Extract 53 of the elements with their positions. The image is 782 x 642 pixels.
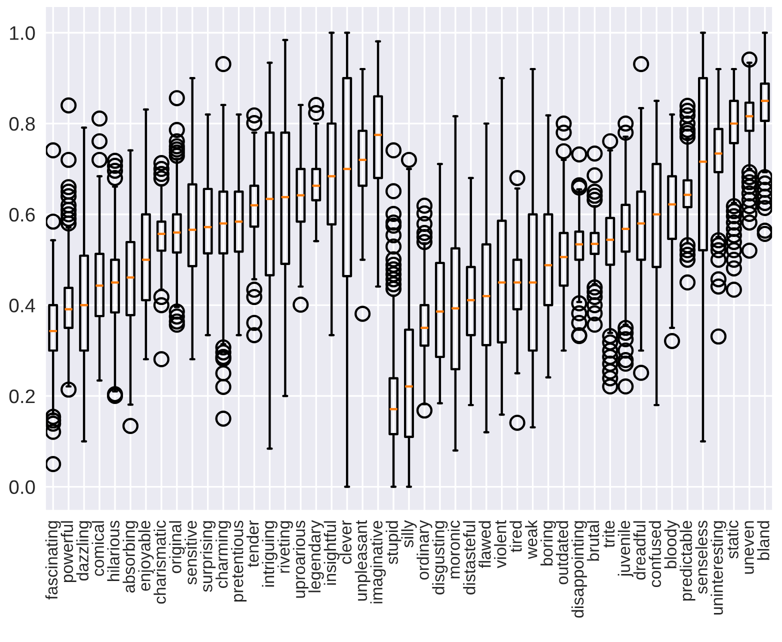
x-tick-label: stupid — [386, 521, 402, 564]
x-tick-label: tired — [510, 521, 522, 552]
x-tick-label: dreadful — [633, 521, 646, 580]
x-tick-label: predictable — [680, 520, 696, 601]
x-tick-label: violent — [494, 520, 506, 568]
x-tick-label: comical — [92, 521, 104, 576]
x-tick-label: powerful — [60, 521, 76, 582]
x-tick-label: insightful — [324, 521, 340, 585]
x-tick-label: enjoyable — [138, 520, 154, 591]
x-tick-label: disgusting — [432, 521, 448, 594]
x-tick-label: uneven — [744, 521, 754, 574]
x-tick-label: static — [726, 520, 738, 559]
x-tick-label: surprising — [200, 521, 216, 592]
x-tick-label: moronic — [448, 520, 460, 578]
x-tick-label: charming — [216, 521, 232, 588]
x-tick-label: bloody — [664, 520, 680, 568]
x-tick-label: dazzling — [76, 521, 92, 581]
x-tick-label: clever — [339, 520, 352, 564]
x-tick-label: outdated — [556, 521, 568, 584]
y-tick-label: 0.8 — [9, 117, 35, 131]
x-tick-label: fascinating — [45, 521, 61, 600]
x-tick-label: brutal — [586, 521, 600, 561]
x-tick-label: flawed — [478, 521, 491, 568]
y-tick-label: 0.4 — [9, 298, 36, 312]
x-tick-label: hilarious — [107, 520, 120, 582]
y-tick-label: 0.2 — [9, 389, 35, 404]
x-tick-label: charismatic — [154, 520, 166, 604]
x-tick-label: confused — [648, 521, 662, 588]
x-tick-label: sensitive — [184, 520, 197, 584]
x-tick-label: silly — [401, 520, 417, 548]
x-tick-label: original — [169, 521, 185, 574]
x-tick-label: senseless — [695, 520, 708, 594]
y-tick-label: 0.0 — [9, 480, 35, 494]
x-tick-label: pretentious — [231, 520, 247, 602]
x-tick-label: imaginative — [370, 520, 386, 604]
x-tick-label: trite — [602, 520, 615, 548]
x-tick-label: weak — [525, 520, 538, 560]
x-tick-label: distasteful — [463, 521, 476, 594]
x-tick-label: uninteresting — [710, 521, 726, 614]
x-tick-label: unpleasant — [354, 520, 370, 601]
x-tick-label: juvenile — [618, 520, 634, 578]
x-tick-label: absorbing — [122, 521, 138, 593]
y-tick-label: 1.0 — [10, 26, 35, 40]
x-tick-label: intriguing — [262, 521, 278, 587]
x-tick-label: boring — [540, 521, 556, 566]
x-tick-label: riveting — [277, 521, 293, 573]
x-tick-label: uproarious — [292, 520, 308, 598]
x-tick-label: tender — [246, 520, 259, 568]
x-tick-label: legendary — [308, 520, 324, 592]
x-tick-label: bland — [757, 521, 770, 560]
x-tick-label: disappointing — [571, 521, 587, 618]
x-tick-label: ordinary — [416, 520, 432, 580]
y-tick-label: 0.6 — [9, 208, 35, 222]
